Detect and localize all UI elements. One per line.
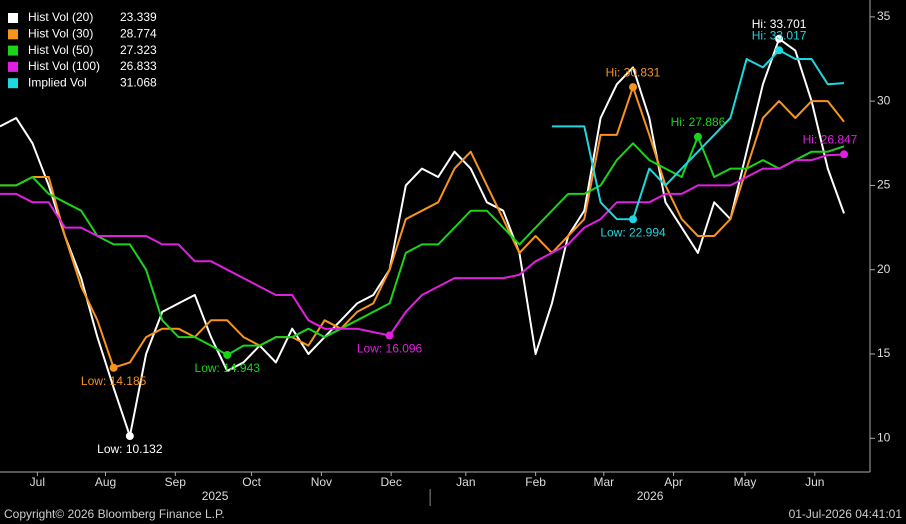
x-tick-label: Jun [805, 475, 824, 489]
series-line [0, 135, 845, 356]
annotation-dot [629, 215, 638, 224]
legend-swatch [8, 45, 18, 56]
legend-swatch [8, 78, 18, 89]
legend-swatch [8, 61, 18, 72]
legend: Hist Vol (20) 23.339 Hist Vol (30) 28.774 Hi… [0, 8, 166, 94]
x-tick-label: Oct [242, 475, 261, 489]
y-tick-label: 35 [877, 9, 891, 23]
annotation-dot [223, 350, 232, 359]
y-tick-label: 25 [877, 178, 891, 192]
legend-name: Hist Vol (20) [28, 10, 93, 24]
annotation-label: Hi: 27.886 [671, 115, 726, 129]
legend-swatch [8, 13, 18, 23]
x-tick-label: Jul [30, 475, 45, 489]
annotation-label: Low: 14.943 [195, 361, 261, 375]
legend-name: Hist Vol (30) [28, 26, 93, 40]
legend-value: 23.339 [120, 10, 157, 24]
x-tick-label: Jan [456, 475, 475, 489]
x-tick-label: Mar [593, 475, 614, 489]
legend-name: Hist Vol (100) [28, 59, 100, 73]
annotation-label: Low: 22.994 [600, 225, 666, 239]
x-tick-label: May [734, 475, 757, 489]
annotation-dot [840, 150, 849, 159]
legend-box [0, 8, 166, 94]
legend-swatch [8, 29, 18, 40]
annotation-dot [109, 363, 118, 372]
annotation-label: Hi: 26.847 [803, 132, 858, 146]
annotation-dot [775, 46, 784, 55]
series-line [0, 86, 845, 369]
annotation-label: Low: 16.096 [357, 342, 423, 356]
x-tick-label: Feb [525, 475, 546, 489]
series-line [0, 153, 845, 337]
legend-value: 27.323 [120, 43, 157, 57]
x-tick-label: Aug [95, 475, 116, 489]
x-tick-label: Apr [664, 475, 683, 489]
x-tick-label: Dec [381, 475, 402, 489]
series-line [551, 49, 845, 221]
legend-value: 26.833 [120, 59, 157, 73]
annotation-dot [125, 432, 134, 441]
annotation-label: Hi: 33.017 [752, 28, 807, 42]
legend-value: 31.068 [120, 75, 157, 89]
footer-bar [0, 506, 906, 524]
plot-area: Low: 10.132 Hi: 33.701 Low: 14.185 Hi: 30.8… [0, 17, 858, 456]
legend-name: Hist Vol (50) [28, 43, 93, 57]
year-label: 2025 [202, 489, 229, 503]
annotation-dot [385, 331, 394, 340]
annotation-dot [693, 132, 702, 141]
y-tick-label: 10 [877, 430, 891, 444]
annotation-label: Low: 14.185 [81, 374, 147, 388]
x-tick-label: Sep [165, 475, 187, 489]
annotation-dot [775, 34, 784, 43]
y-tick-label: 30 [877, 93, 891, 107]
y-tick-label: 15 [877, 346, 891, 360]
annotation-label: Low: 10.132 [97, 442, 163, 456]
annotation-label: Hi: 33.701 [752, 17, 807, 31]
timestamp: 01-Jul-2026 04:41:01 [789, 507, 903, 521]
year-label: 2026 [637, 489, 664, 503]
legend-name: Implied Vol [28, 75, 87, 89]
annotation-dot [629, 83, 638, 92]
copyright: Copyright© 2026 Bloomberg Finance L.P. [4, 507, 225, 521]
legend-value: 28.774 [120, 26, 157, 40]
annotation-label: Hi: 30.831 [606, 65, 661, 79]
y-tick-label: 20 [877, 262, 891, 276]
x-tick-label: Nov [311, 475, 332, 489]
